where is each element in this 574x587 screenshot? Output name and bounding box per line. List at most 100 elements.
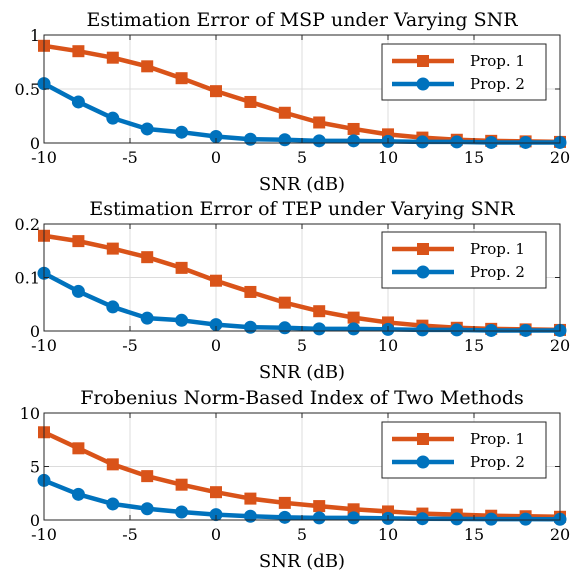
legend-marker xyxy=(417,243,429,255)
chart-panel-2: -10 -5 0 5 10 15 20 0 0.1 0.2 Estimation Error of … xyxy=(15,198,571,383)
chart-panel-3: -10 -5 0 5 10 15 20 0 5 10 Frobenius Norm-Based In… xyxy=(20,387,571,572)
data-point xyxy=(106,497,120,511)
legend-label: Prop. 2 xyxy=(470,453,525,471)
x-tick-label: 10 xyxy=(378,525,398,544)
data-point xyxy=(519,135,533,149)
data-point xyxy=(71,487,85,501)
x-tick-label: -5 xyxy=(122,148,138,167)
data-point xyxy=(450,512,464,526)
legend-marker xyxy=(417,433,429,445)
legend-box xyxy=(381,421,547,479)
data-point xyxy=(175,261,188,274)
data-point xyxy=(278,510,292,524)
data-point xyxy=(278,133,292,147)
data-point xyxy=(141,470,154,483)
data-point xyxy=(415,135,429,149)
data-point xyxy=(106,51,119,64)
data-point xyxy=(347,134,361,148)
x-tick-label: -10 xyxy=(31,336,57,355)
x-axis-label: SNR (dB) xyxy=(259,551,345,572)
data-point xyxy=(244,285,257,298)
x-tick-label: -5 xyxy=(122,525,138,544)
data-point xyxy=(209,508,223,522)
data-point xyxy=(140,502,154,516)
legend: Prop. 1 Prop. 2 xyxy=(381,421,547,479)
x-tick-label: 5 xyxy=(297,336,307,355)
legend-marker xyxy=(416,455,430,469)
data-point xyxy=(312,322,326,336)
legend-box xyxy=(381,231,547,289)
chart-title: Estimation Error of MSP under Varying SN… xyxy=(86,9,518,31)
data-point xyxy=(243,509,257,523)
data-point xyxy=(278,106,291,119)
data-point xyxy=(415,323,429,337)
x-axis-label: SNR (dB) xyxy=(259,362,345,383)
data-point xyxy=(244,95,257,108)
data-point xyxy=(519,323,533,337)
data-point xyxy=(278,496,291,509)
data-point xyxy=(106,111,120,125)
chart-panel-1: -10 -5 0 5 10 15 20 0 0.5 1 Estimation Error of MS… xyxy=(15,9,571,195)
legend-label: Prop. 1 xyxy=(470,240,525,258)
data-point xyxy=(312,134,326,148)
data-point xyxy=(484,323,498,337)
data-point xyxy=(244,492,257,505)
y-tick-label: 0 xyxy=(30,511,40,530)
data-point xyxy=(243,320,257,334)
data-point xyxy=(313,116,326,129)
legend-marker xyxy=(416,265,430,279)
x-tick-label: 10 xyxy=(378,148,398,167)
data-point xyxy=(175,72,188,85)
data-point xyxy=(175,478,188,491)
y-tick-label: 1 xyxy=(30,26,40,45)
x-tick-label: 20 xyxy=(550,336,570,355)
data-point xyxy=(106,458,119,471)
data-point xyxy=(209,130,223,144)
data-point xyxy=(210,274,222,287)
data-point xyxy=(72,45,85,58)
data-point xyxy=(519,512,533,526)
data-point xyxy=(71,284,85,298)
chart-title: Estimation Error of TEP under Varying SN… xyxy=(89,198,515,220)
data-point xyxy=(72,442,85,455)
data-point xyxy=(347,322,361,336)
x-tick-label: 20 xyxy=(550,525,570,544)
data-point xyxy=(210,486,222,499)
legend-label: Prop. 2 xyxy=(470,75,525,93)
data-point xyxy=(347,122,360,135)
y-tick-label: 0.2 xyxy=(15,215,40,234)
y-tick-label: 0 xyxy=(30,322,40,341)
y-tick-label: 5 xyxy=(30,458,40,477)
data-point xyxy=(140,311,154,325)
data-point xyxy=(278,296,291,309)
x-tick-label: 15 xyxy=(464,336,484,355)
data-point xyxy=(313,500,326,513)
data-point xyxy=(141,60,154,73)
x-tick-label: 0 xyxy=(211,525,221,544)
data-point xyxy=(175,313,189,327)
x-tick-label: 5 xyxy=(297,148,307,167)
data-point xyxy=(140,122,154,136)
y-tick-label: 10 xyxy=(20,404,40,423)
chart-title: Frobenius Norm-Based Index of Two Method… xyxy=(80,387,524,409)
x-tick-label: -5 xyxy=(122,336,138,355)
x-tick-label: 5 xyxy=(297,525,307,544)
legend-label: Prop. 1 xyxy=(470,430,525,448)
data-point xyxy=(347,311,360,324)
legend-box xyxy=(381,43,547,101)
data-point xyxy=(72,235,85,248)
x-tick-label: 10 xyxy=(378,336,398,355)
data-point xyxy=(243,132,257,146)
data-point xyxy=(141,251,154,264)
x-axis-label: SNR (dB) xyxy=(259,174,345,195)
data-point xyxy=(313,305,326,318)
data-point xyxy=(450,323,464,337)
legend-label: Prop. 1 xyxy=(470,52,525,70)
legend-label: Prop. 2 xyxy=(470,263,525,281)
legend: Prop. 1 Prop. 2 xyxy=(381,43,547,101)
data-point xyxy=(278,321,292,335)
data-point xyxy=(484,135,498,149)
data-point xyxy=(347,511,361,525)
x-tick-label: 20 xyxy=(550,148,570,167)
data-point xyxy=(210,85,222,98)
